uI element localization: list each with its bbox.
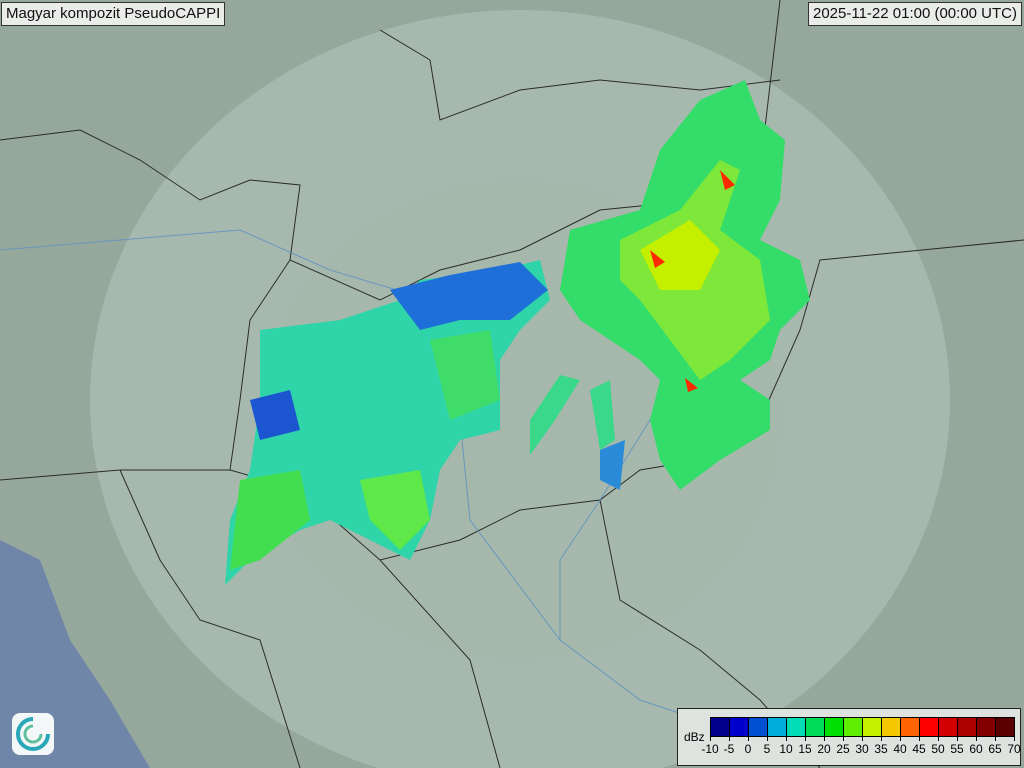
legend-swatch: [920, 718, 939, 736]
legend-tick-mark: [957, 736, 958, 741]
legend-tick-mark: [748, 736, 749, 741]
product-title: Magyar kompozit PseudoCAPPI: [1, 2, 226, 26]
legend-tick-mark: [805, 736, 806, 741]
legend-tick-label: 15: [798, 742, 812, 756]
legend-tick-mark: [976, 736, 977, 741]
legend-tick-label: 70: [1007, 742, 1021, 756]
legend-tick-mark: [786, 736, 787, 741]
legend-tick-label: 40: [893, 742, 907, 756]
legend-swatch: [730, 718, 749, 736]
legend-swatch: [882, 718, 901, 736]
legend-tick-mark: [881, 736, 882, 741]
legend-unit: dBz: [684, 730, 705, 744]
legend-color-bar: [710, 717, 1015, 737]
legend-tick-label: 60: [969, 742, 983, 756]
legend-tick-label: 10: [779, 742, 793, 756]
legend-swatch: [958, 718, 977, 736]
legend-swatch: [863, 718, 882, 736]
legend-tick-label: 30: [855, 742, 869, 756]
legend-swatch: [749, 718, 768, 736]
legend-swatch: [977, 718, 996, 736]
legend-tick-label: 55: [950, 742, 964, 756]
legend-tick-mark: [900, 736, 901, 741]
legend-tick-label: -5: [723, 742, 735, 756]
sea-area: [0, 540, 150, 768]
legend-tick-label: 35: [874, 742, 888, 756]
legend-tick-label: 50: [931, 742, 945, 756]
dbz-legend: dBz -10 -5 0 5 10 15 20 25 30 35 40 45 50 55 60 65 70: [677, 708, 1021, 766]
legend-tick-mark: [710, 736, 711, 741]
legend-tick-label: 65: [988, 742, 1002, 756]
timestamp: 2025-11-22 01:00 (00:00 UTC): [807, 2, 1022, 26]
precipitation-echoes: [225, 80, 810, 585]
legend-ticks: -10 -5 0 5 10 15 20 25 30 35 40 45 50 55 60 65 70: [701, 736, 1021, 762]
legend-swatch: [996, 718, 1014, 736]
legend-tick-mark: [729, 736, 730, 741]
legend-tick-mark: [767, 736, 768, 741]
legend-swatch: [825, 718, 844, 736]
legend-tick-mark: [862, 736, 863, 741]
legend-swatch: [711, 718, 730, 736]
legend-tick-label: 25: [836, 742, 850, 756]
weather-service-swirl-icon: [12, 713, 54, 755]
legend-tick-label: 45: [912, 742, 926, 756]
legend-tick-mark: [919, 736, 920, 741]
legend-swatch: [787, 718, 806, 736]
legend-tick-mark: [824, 736, 825, 741]
legend-tick-mark: [1014, 736, 1015, 741]
legend-tick-label: 20: [817, 742, 831, 756]
legend-swatch: [939, 718, 958, 736]
legend-swatch: [901, 718, 920, 736]
legend-swatch: [844, 718, 863, 736]
legend-swatch: [806, 718, 825, 736]
legend-tick-label: 5: [763, 742, 771, 756]
legend-tick-mark: [843, 736, 844, 741]
legend-tick-label: 0: [744, 742, 752, 756]
legend-tick-mark: [938, 736, 939, 741]
legend-tick-label: -10: [701, 742, 719, 756]
legend-tick-mark: [995, 736, 996, 741]
legend-swatch: [768, 718, 787, 736]
